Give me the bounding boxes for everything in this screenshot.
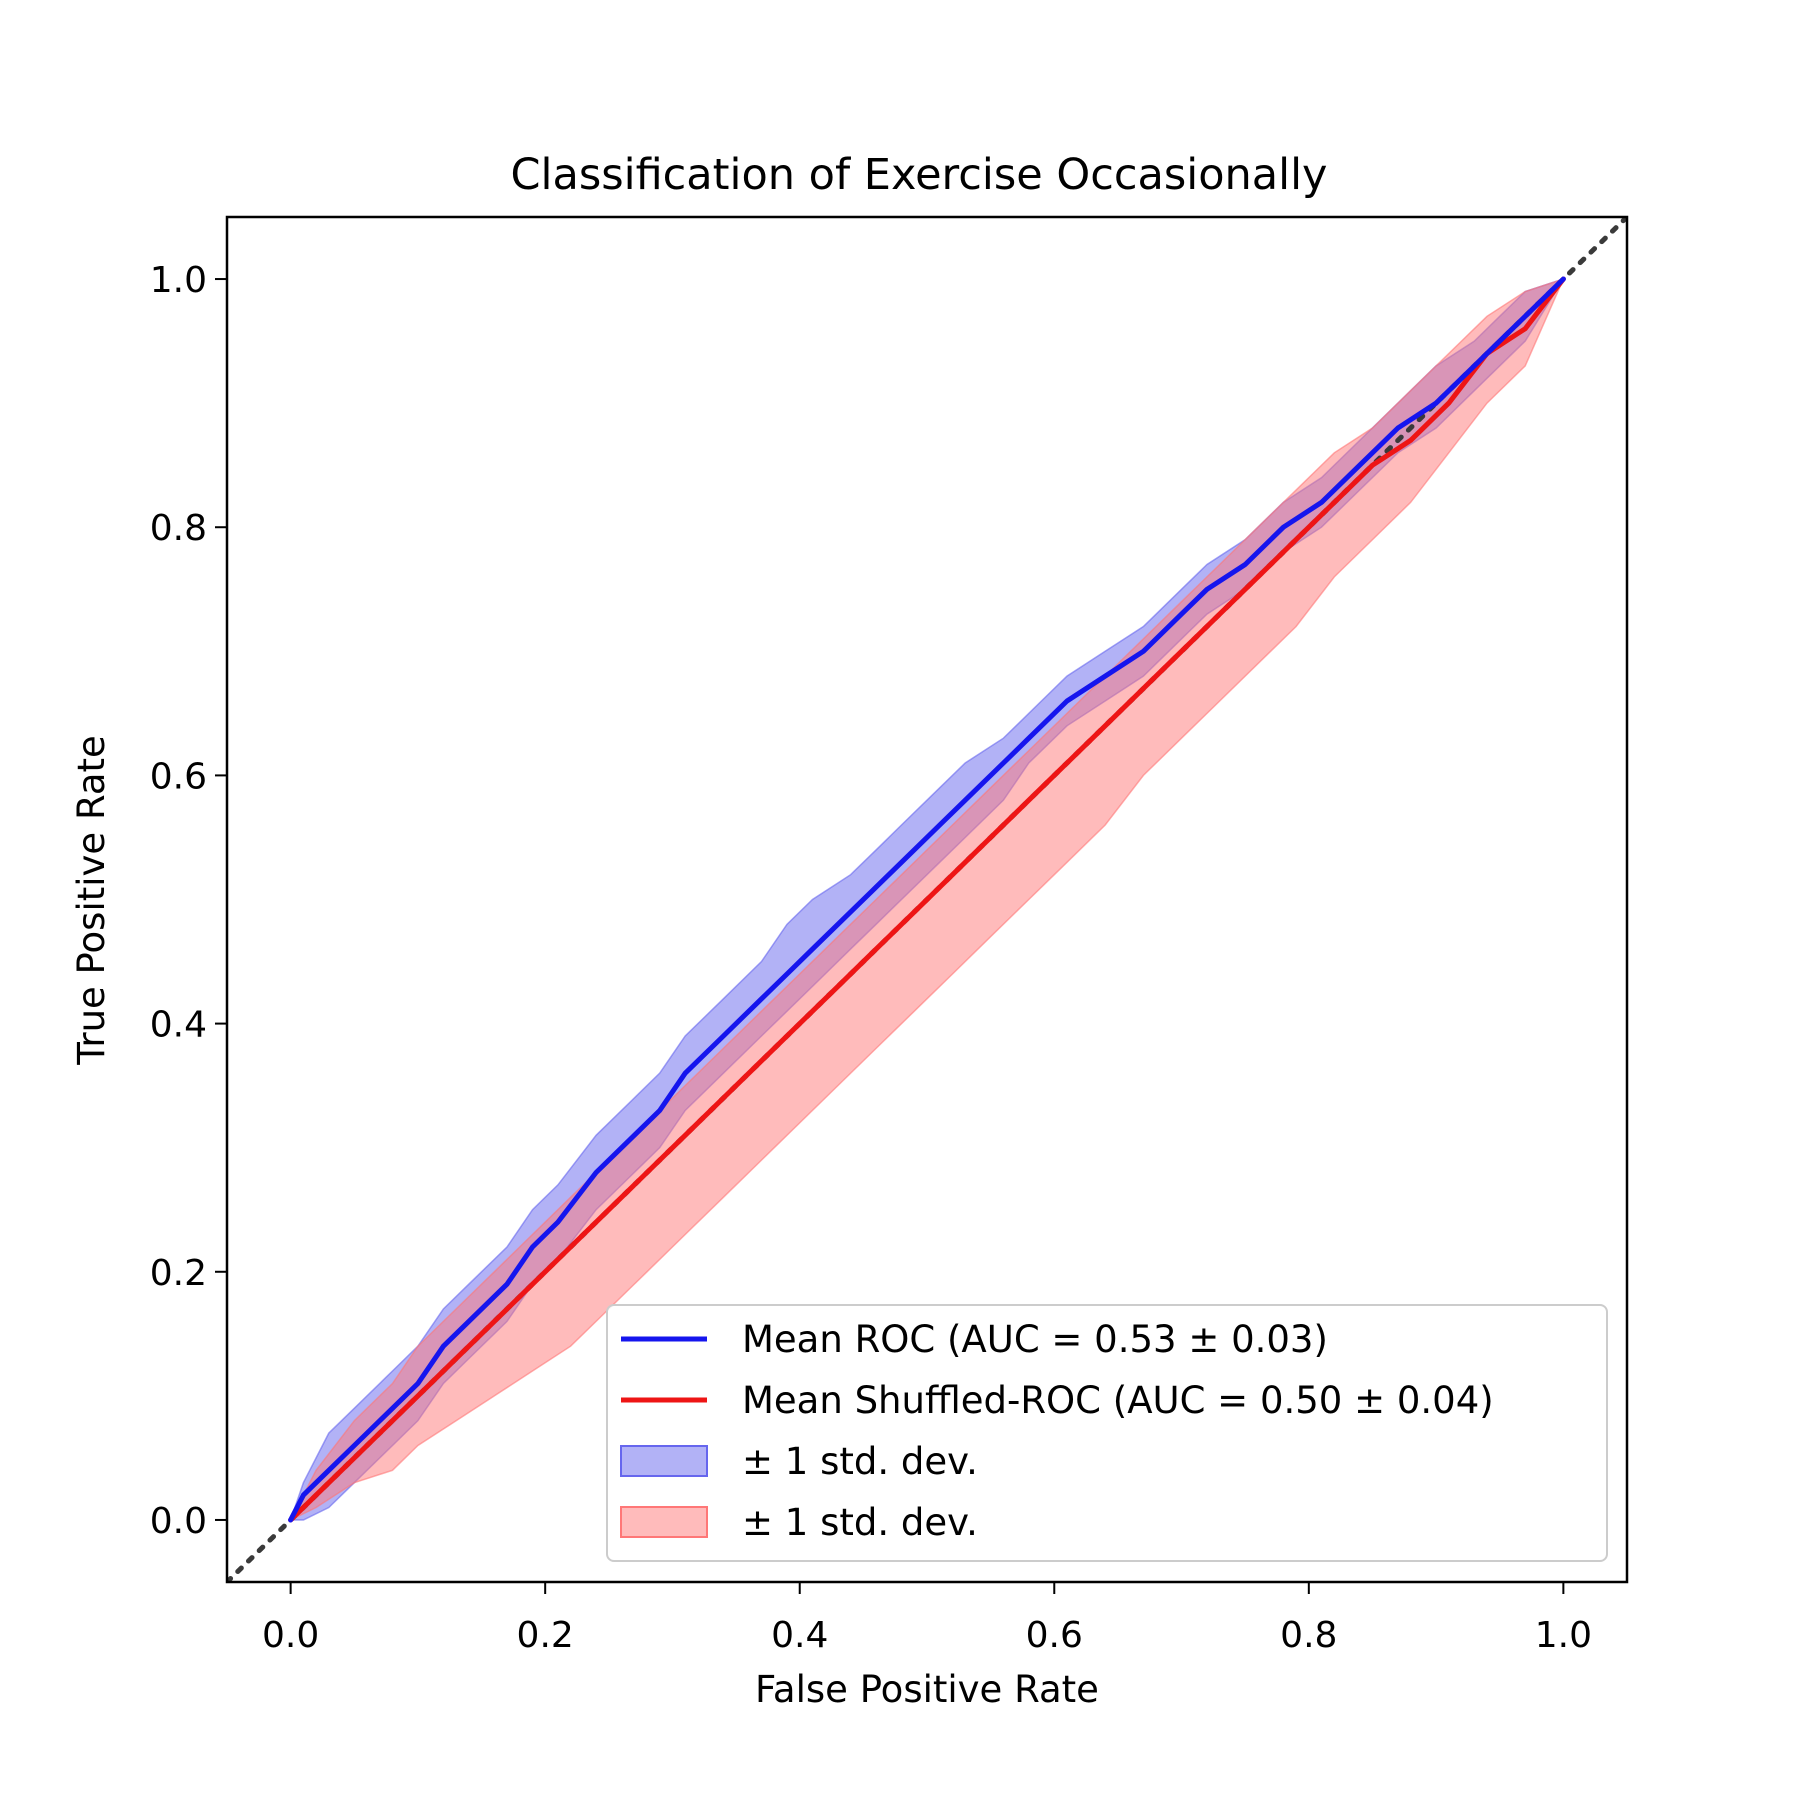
x-tick-label: 0.2 — [517, 1615, 574, 1656]
chart-title: Classification of Exercise Occasionally — [511, 150, 1328, 200]
y-tick-label: 0.0 — [150, 1501, 207, 1542]
x-tick-label: 1.0 — [1535, 1615, 1592, 1656]
y-tick-label: 0.4 — [150, 1005, 207, 1046]
x-tick-label: 0.8 — [1280, 1615, 1337, 1656]
y-tick-label: 0.8 — [150, 508, 207, 549]
x-tick-label: 0.0 — [262, 1615, 319, 1656]
legend-label-roc-std-band: ± 1 std. dev. — [742, 1440, 978, 1483]
legend-label-shuffled-std-band: ± 1 std. dev. — [742, 1501, 978, 1544]
y-axis-ticks: 0.0 0.2 0.4 0.6 0.8 1.0 — [150, 260, 227, 1542]
legend-label-mean-roc: Mean ROC (AUC = 0.53 ± 0.03) — [742, 1318, 1328, 1361]
x-axis-ticks: 0.0 0.2 0.4 0.6 0.8 1.0 — [262, 1582, 1592, 1656]
legend-swatch-shuffled-std-band — [620, 1506, 708, 1538]
legend-swatch-roc-std-band — [620, 1445, 708, 1477]
plot-data-layer — [227, 217, 1627, 1582]
y-tick-label: 0.2 — [150, 1253, 207, 1294]
mean-roc-line — [288, 276, 1566, 1523]
legend-box — [606, 1304, 1608, 1562]
mean-shuffled-roc-line — [288, 276, 1566, 1523]
x-axis-label: False Positive Rate — [755, 1668, 1099, 1711]
y-axis-label: True Positive Rate — [70, 735, 113, 1066]
legend-label-mean-shuffled-roc: Mean Shuffled-ROC (AUC = 0.50 ± 0.04) — [742, 1379, 1494, 1422]
x-tick-label: 0.6 — [1026, 1615, 1083, 1656]
plot-frame — [225, 215, 1629, 1584]
legend: Mean ROC (AUC = 0.53 ± 0.03) Mean Shuffl… — [606, 1304, 1608, 1562]
y-tick-label: 0.6 — [150, 756, 207, 797]
y-tick-label: 1.0 — [150, 260, 207, 301]
x-tick-label: 0.4 — [771, 1615, 828, 1656]
